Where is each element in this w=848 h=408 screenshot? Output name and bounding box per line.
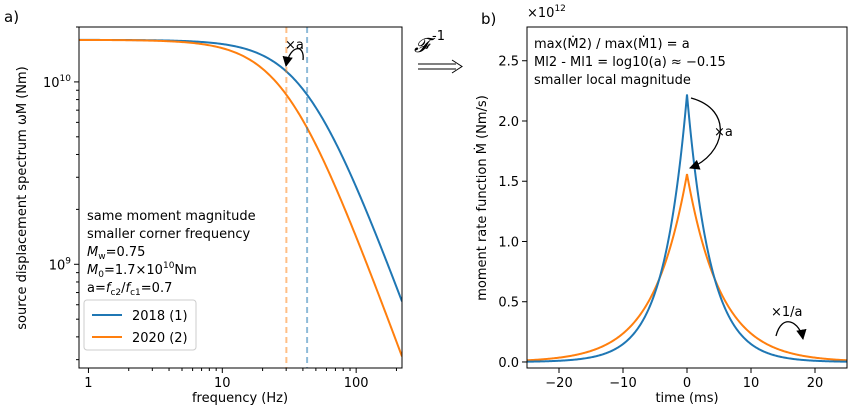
x-tick-label: 20 xyxy=(807,376,824,391)
panel-b-y-ticks: 0.0 0.5 1.0 1.5 2.0 2.5 xyxy=(498,55,527,371)
moment-rate-line-2018 xyxy=(527,94,848,363)
spectrum-line-2020 xyxy=(79,38,402,357)
annotation-line-3: smaller local magnitude xyxy=(534,73,691,88)
panel-b-y-axis-label: moment rate function Ṁ (Nm/s) xyxy=(474,95,490,301)
panel-b-x-ticks: −20 −10 0 10 20 xyxy=(545,368,823,391)
x-tick-label: 10 xyxy=(743,376,760,391)
y-tick-label: 0.0 xyxy=(498,356,519,371)
corner-frequency-lines xyxy=(285,27,309,368)
info-line-3: Mw=0.75 xyxy=(87,245,145,262)
y-tick-label: 1.0 xyxy=(498,235,519,250)
panel-a-shift-label: ×a xyxy=(285,38,304,53)
transform-exponent: -1 xyxy=(432,29,445,44)
info-line-2: smaller corner frequency xyxy=(87,227,251,242)
panel-a-y-ticks: 109 1010 xyxy=(43,26,79,361)
y-tick-label: 0.5 xyxy=(498,296,519,311)
x-tick-label: −20 xyxy=(545,376,572,391)
legend-label-2018: 2018 (1) xyxy=(132,309,188,324)
x-tick-label: 1 xyxy=(84,376,92,391)
panel-b-plot-area xyxy=(527,94,848,363)
legend-label-2020: 2020 (2) xyxy=(132,331,188,346)
inverse-fourier-transform: 𝓕 -1 xyxy=(414,29,463,74)
x-tick-label: −10 xyxy=(609,376,636,391)
panel-a-x-axis-label: frequency (Hz) xyxy=(192,391,288,406)
x-tick-label: 100 xyxy=(344,376,369,391)
moment-rate-line-2020 xyxy=(527,173,848,362)
y-tick-label: 109 xyxy=(49,256,72,273)
panel-b-offset: ×1012 xyxy=(527,4,566,21)
info-line-4: M0=1.7×1010Nm xyxy=(87,261,197,280)
y-tick-label: 2.0 xyxy=(498,115,519,130)
panel-a: a) 1 10 100 109 1010 frequency (Hz) source … xyxy=(4,8,403,406)
annotation-line-2: Ml2 - Ml1 = log10(a) ≈ −0.15 xyxy=(534,55,726,70)
panel-a-x-ticks: 1 10 100 xyxy=(84,368,397,391)
panel-a-label: a) xyxy=(4,8,19,26)
panel-a-frame xyxy=(78,26,403,369)
panel-b-peak-label: ×a xyxy=(714,125,733,140)
panel-b-offset-base: ×10 xyxy=(527,6,554,21)
panel-b-annotation: max(Ṁ2) / max(Ṁ1) = a Ml2 - Ml1 = log10(… xyxy=(534,36,726,88)
panel-b-offset-exp: 12 xyxy=(554,4,565,14)
panel-b-label: b) xyxy=(481,10,496,28)
panel-a-legend: 2018 (1) 2020 (2) xyxy=(83,299,197,351)
panel-a-info-text: same moment magnitude smaller corner fre… xyxy=(87,209,256,298)
transform-arrow-head xyxy=(451,59,463,74)
y-tick-label: 2.5 xyxy=(498,55,519,70)
panel-a-shift-arrow xyxy=(282,48,304,68)
panel-b-peak-arrow xyxy=(689,97,721,170)
info-line-5: a=fc2/fc1=0.7 xyxy=(87,281,172,298)
panel-b-tail-label: ×1/a xyxy=(771,305,803,320)
annotation-line-1: max(Ṁ2) / max(Ṁ1) = a xyxy=(534,36,690,52)
panel-b-tail-arrow xyxy=(775,321,807,341)
y-tick-label: 1.5 xyxy=(498,175,519,190)
panel-a-y-axis-label: source displacement spectrum ωM (Nm) xyxy=(15,66,30,329)
panel-a-plot-area xyxy=(79,38,402,357)
info-line-1: same moment magnitude xyxy=(87,209,256,224)
panel-a-y-axis-label-text: source displacement spectrum ωM (Nm) xyxy=(15,66,30,329)
x-tick-label: 0 xyxy=(683,376,691,391)
x-tick-label: 10 xyxy=(214,376,231,391)
panel-b-x-axis-label: time (ms) xyxy=(655,391,718,406)
panel-b: b) ×1012 −20 −10 0 10 20 0.00.51.01.52.02.5 … xyxy=(474,4,848,406)
y-tick-label: 1010 xyxy=(43,74,71,91)
